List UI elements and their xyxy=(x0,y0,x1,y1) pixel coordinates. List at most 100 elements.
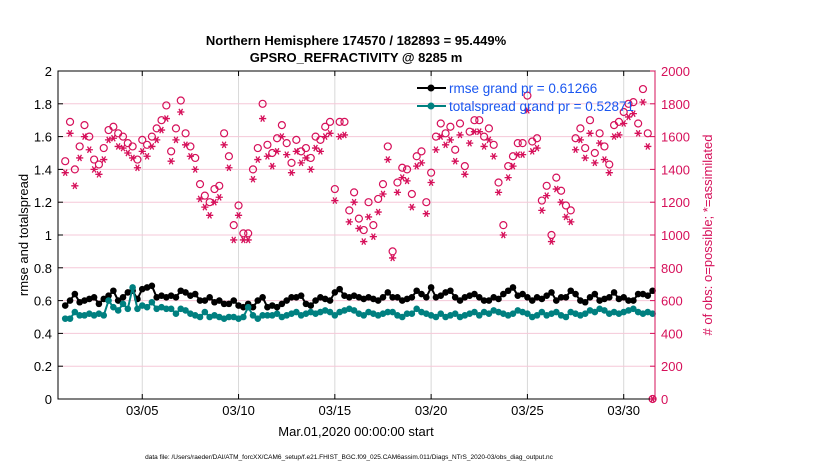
assimilated-obs-point xyxy=(249,175,257,183)
assimilated-obs-point xyxy=(153,136,161,144)
data-point xyxy=(129,284,136,291)
assimilated-obs-point xyxy=(167,157,175,165)
data-point xyxy=(259,312,266,319)
possible-obs-point xyxy=(80,121,89,130)
data-point xyxy=(374,297,382,304)
assimilated-obs-point xyxy=(624,113,633,121)
possible-obs-point xyxy=(65,117,75,126)
x-tick-label: 03/05 xyxy=(126,403,159,418)
data-point xyxy=(360,312,368,319)
possible-obs-point xyxy=(321,122,330,131)
possible-obs-point xyxy=(330,184,339,194)
assimilated-obs-point xyxy=(437,133,445,141)
possible-obs-point xyxy=(634,119,643,128)
data-point xyxy=(259,294,266,301)
assimilated-obs-point xyxy=(316,147,324,155)
possible-obs-point xyxy=(138,135,147,144)
possible-obs-point xyxy=(436,119,445,128)
x-tick-label: 03/20 xyxy=(415,403,448,418)
possible-obs-point xyxy=(90,155,99,164)
possible-obs-point xyxy=(417,147,426,156)
data-point xyxy=(586,294,594,301)
y-tick-label: 0.8 xyxy=(34,261,52,276)
assimilated-obs-point xyxy=(586,129,594,137)
data-point xyxy=(427,284,435,291)
assimilated-obs-point xyxy=(138,147,146,155)
data-point xyxy=(630,297,637,304)
data-point xyxy=(485,297,493,304)
assimilated-obs-point xyxy=(389,254,397,262)
possible-obs-point xyxy=(581,143,590,153)
data-point xyxy=(163,305,170,313)
data-point xyxy=(524,310,531,318)
assimilated-obs-point xyxy=(427,179,435,186)
y-tick-label: 1 xyxy=(45,228,52,243)
y2-tick-label: 1800 xyxy=(661,97,690,112)
possible-obs-point xyxy=(349,188,359,197)
assimilated-obs-point xyxy=(148,142,156,150)
assimilated-obs-point xyxy=(547,238,556,246)
possible-obs-point xyxy=(364,198,373,207)
legend-spread-label: totalspread grand pr = 0.52871 xyxy=(449,99,634,114)
y2-axis-label: # of obs: o=possible; *=assimilated xyxy=(700,135,715,336)
possible-obs-point xyxy=(537,196,546,205)
possible-obs-point xyxy=(94,160,104,169)
data-point xyxy=(432,313,440,321)
possible-obs-point xyxy=(600,142,609,151)
data-point xyxy=(225,313,233,321)
possible-obs-point xyxy=(340,117,349,126)
assimilated-obs-point xyxy=(596,139,604,147)
assimilated-obs-point xyxy=(600,156,609,164)
assimilated-obs-point xyxy=(177,108,185,116)
assimilated-obs-point xyxy=(466,139,474,147)
data-point xyxy=(201,297,209,304)
data-point xyxy=(273,310,281,318)
assimilated-obs-point xyxy=(538,206,546,214)
data-point xyxy=(100,312,108,319)
possible-obs-point xyxy=(195,180,205,189)
data-point xyxy=(148,282,156,290)
assimilated-obs-point xyxy=(191,165,199,173)
assimilated-obs-point xyxy=(413,162,421,170)
assimilated-obs-point xyxy=(634,129,642,137)
data-point xyxy=(437,292,445,299)
possible-obs-point xyxy=(345,206,354,215)
possible-obs-point xyxy=(585,116,595,125)
data-point xyxy=(447,287,454,295)
assimilated-obs-point xyxy=(639,98,647,106)
data-point xyxy=(557,294,565,301)
possible-obs-point xyxy=(109,122,118,131)
possible-obs-point xyxy=(176,96,185,105)
assimilated-obs-point xyxy=(287,169,296,177)
possible-obs-point xyxy=(61,157,70,166)
assimilated-obs-point xyxy=(302,154,310,162)
assimilated-obs-point xyxy=(490,152,498,160)
possible-obs-point xyxy=(383,142,392,151)
possible-obs-point xyxy=(566,206,575,215)
assimilated-obs-point xyxy=(326,129,334,137)
assimilated-obs-point xyxy=(104,136,113,144)
possible-obs-point xyxy=(369,221,378,230)
assimilated-obs-point xyxy=(90,165,98,173)
data-point xyxy=(312,297,319,304)
assimilated-obs-point xyxy=(225,164,233,172)
data-point xyxy=(567,287,575,295)
data-point xyxy=(610,289,618,296)
assimilated-obs-point xyxy=(441,141,450,149)
grid xyxy=(58,71,655,399)
assimilated-obs-point xyxy=(417,159,426,167)
assimilated-obs-point xyxy=(610,133,618,141)
assimilated-obs-point xyxy=(119,144,127,152)
data-point xyxy=(408,294,416,301)
data-point xyxy=(572,290,579,298)
possible-obs-point xyxy=(282,139,291,148)
assimilated-obs-point xyxy=(557,198,565,206)
assimilated-obs-point xyxy=(124,149,132,157)
data-point xyxy=(581,310,589,318)
assimilated-obs-point xyxy=(355,224,363,232)
assimilated-obs-point xyxy=(461,170,469,178)
assimilated-obs-point xyxy=(456,131,464,139)
possible-obs-point xyxy=(263,140,272,149)
x-axis-label: Mar.01,2020 00:00:00 start xyxy=(278,424,434,439)
possible-obs-point xyxy=(407,189,416,199)
